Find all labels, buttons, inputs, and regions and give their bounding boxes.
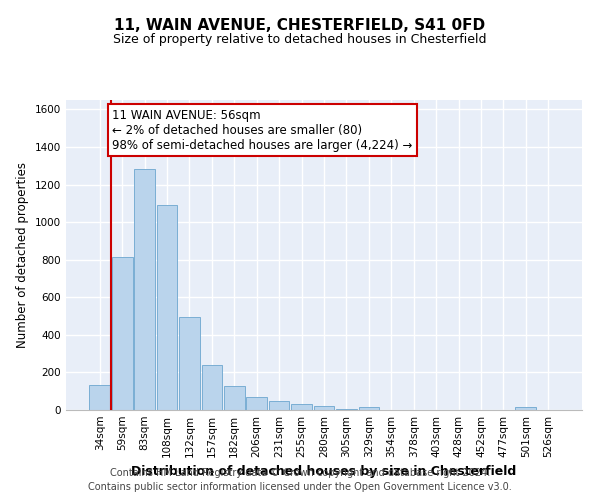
Y-axis label: Number of detached properties: Number of detached properties bbox=[16, 162, 29, 348]
Text: 11, WAIN AVENUE, CHESTERFIELD, S41 0FD: 11, WAIN AVENUE, CHESTERFIELD, S41 0FD bbox=[115, 18, 485, 32]
Bar bbox=[336, 409, 357, 410]
Bar bbox=[179, 317, 200, 410]
Bar bbox=[112, 257, 133, 410]
Bar bbox=[89, 384, 110, 410]
Text: 11 WAIN AVENUE: 56sqm
← 2% of detached houses are smaller (80)
98% of semi-detac: 11 WAIN AVENUE: 56sqm ← 2% of detached h… bbox=[112, 108, 413, 152]
Bar bbox=[515, 408, 536, 410]
Bar bbox=[224, 386, 245, 410]
Bar bbox=[202, 364, 222, 410]
Bar bbox=[269, 401, 289, 410]
Text: Contains HM Land Registry data © Crown copyright and database right 2024.
Contai: Contains HM Land Registry data © Crown c… bbox=[88, 468, 512, 492]
Text: Size of property relative to detached houses in Chesterfield: Size of property relative to detached ho… bbox=[113, 32, 487, 46]
Bar bbox=[134, 168, 155, 410]
X-axis label: Distribution of detached houses by size in Chesterfield: Distribution of detached houses by size … bbox=[131, 466, 517, 478]
Bar bbox=[247, 397, 267, 410]
Bar bbox=[291, 404, 312, 410]
Bar bbox=[157, 205, 178, 410]
Bar bbox=[314, 406, 334, 410]
Bar bbox=[359, 407, 379, 410]
